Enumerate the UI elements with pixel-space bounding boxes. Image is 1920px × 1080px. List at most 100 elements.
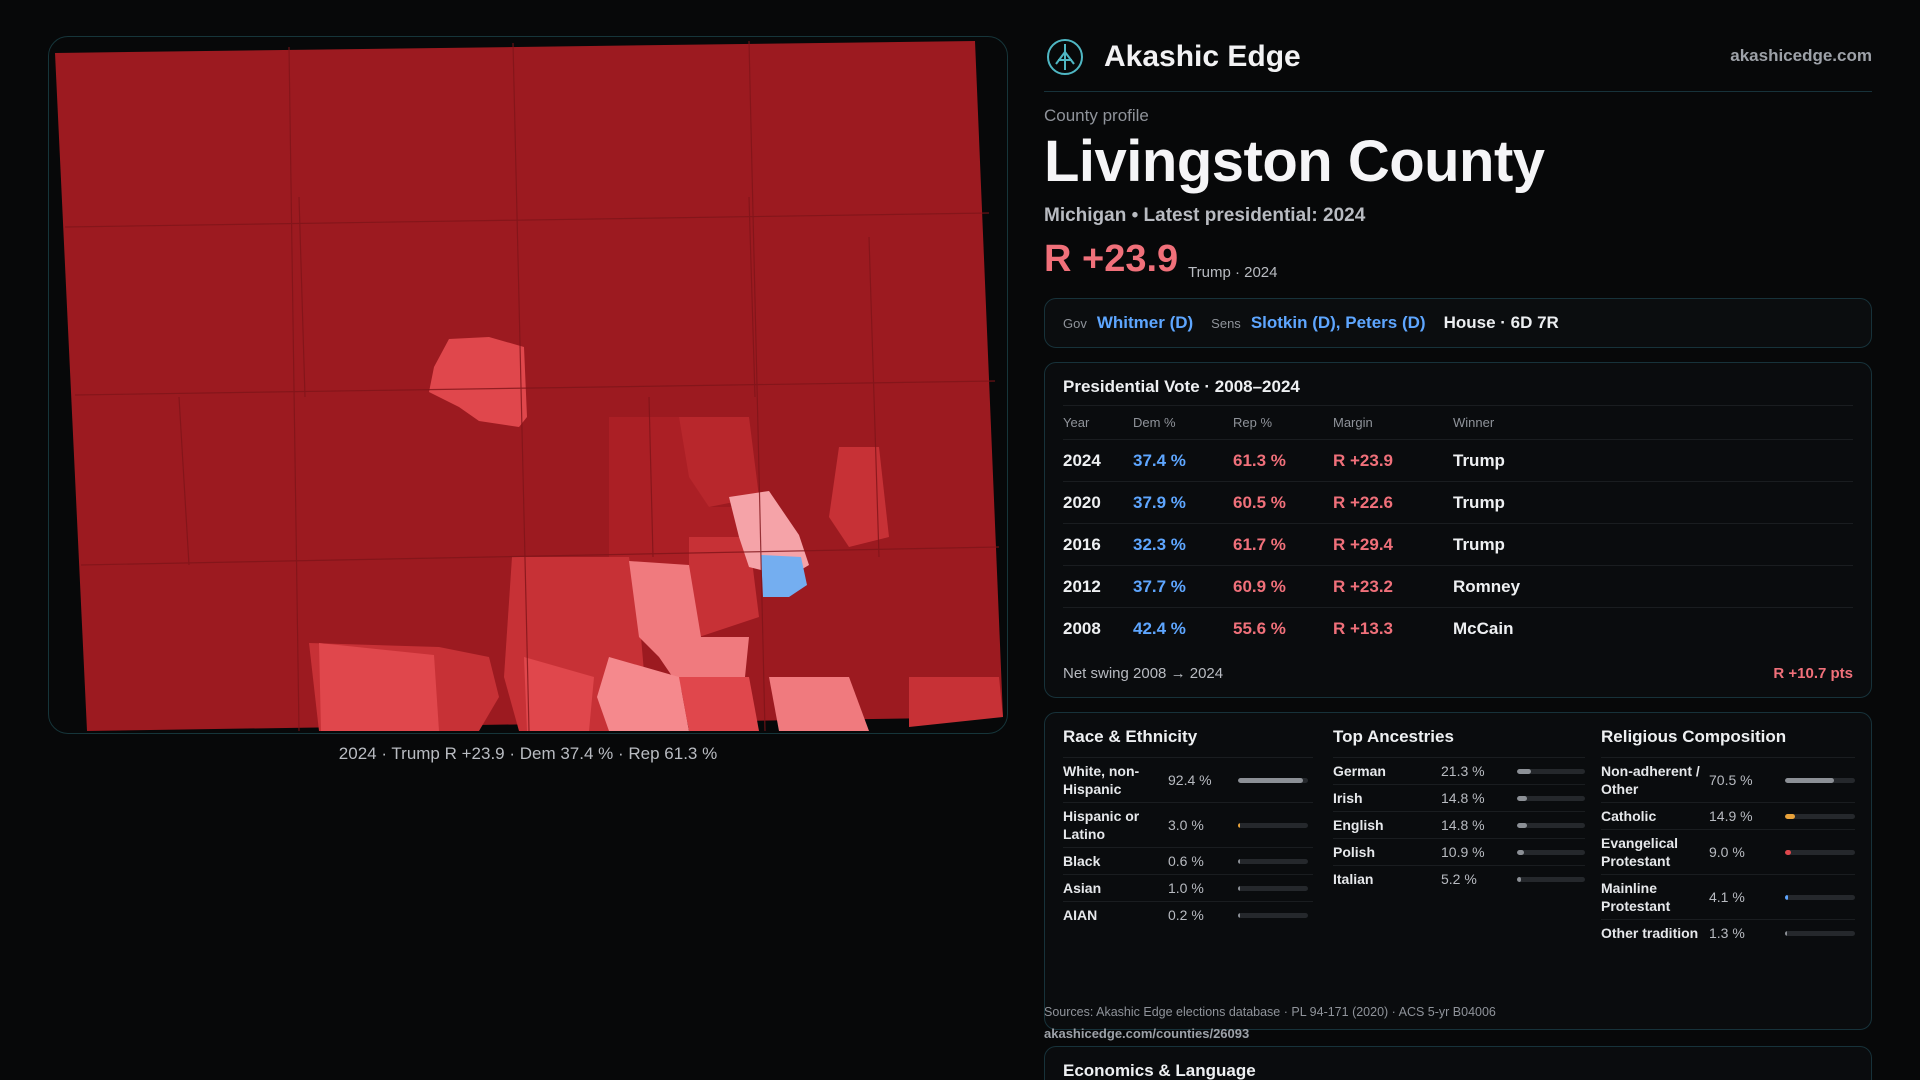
demographics-card: Race & Ethnicity White, non-Hispanic 92.4… [1044,712,1872,1030]
item-label: English [1333,817,1384,833]
rep-cell: 61.3 % [1233,450,1286,470]
precinct-light[interactable] [319,643,439,731]
precinct-light[interactable] [524,657,594,731]
list-item: German 21.3 % [1333,757,1585,784]
list-item: Irish 14.8 % [1333,784,1585,811]
item-value: 3.0 % [1168,817,1204,833]
share-bar-fill [1517,876,1521,882]
item-label: Black [1063,853,1101,869]
table-header: Year Dem % Rep % Margin Winner [1063,405,1853,439]
religion-column: Religious Composition Non-adherent / Oth… [1601,727,1855,946]
share-bar [1238,822,1308,828]
precinct-light[interactable] [429,337,527,427]
precinct-blue[interactable] [761,555,807,597]
margin-cell: R +29.4 [1333,534,1394,554]
precinct-mid[interactable] [829,447,889,547]
share-bar-fill [1238,858,1240,864]
share-bar [1517,849,1585,855]
list-item: Hispanic or Latino 3.0 % [1063,802,1313,847]
list-item: Catholic 14.9 % [1601,802,1855,829]
share-bar-fill [1238,912,1240,918]
header-year: Year [1063,415,1090,430]
share-bar-fill [1238,885,1240,891]
share-bar [1238,885,1308,891]
officials-bar: Gov Whitmer (D) Sens Slotkin (D), Peters… [1044,298,1872,348]
item-label: Mainline Protestant [1601,880,1671,914]
list-item: Italian 5.2 % [1333,865,1585,892]
header-rep: Rep % [1233,415,1273,430]
list-item: White, non-Hispanic 92.4 % [1063,757,1313,802]
share-bar-fill [1238,777,1303,783]
net-swing-value: R +10.7 pts [1773,665,1853,682]
item-value: 14.9 % [1709,808,1753,824]
precinct-blush[interactable] [729,491,809,577]
share-bar-fill [1785,777,1835,783]
header-dem: Dem % [1133,415,1176,430]
precinct-pale[interactable] [629,561,749,701]
share-bar-fill [1517,768,1532,774]
brand-header: Akashic Edge akashicedge.com [1044,36,1872,92]
table-row: 2012 37.7 % 60.9 % R +23.2 Romney [1063,565,1853,607]
item-value: 5.2 % [1441,871,1477,887]
share-bar [1517,768,1585,774]
item-value: 21.3 % [1441,763,1485,779]
share-bar [1517,822,1585,828]
item-value: 1.0 % [1168,880,1204,896]
share-bar-fill [1785,894,1788,900]
list-item: AIAN 0.2 % [1063,901,1313,928]
item-label: Italian [1333,871,1374,887]
item-value: 92.4 % [1168,772,1212,788]
item-label: Irish [1333,790,1363,806]
item-value: 0.6 % [1168,853,1204,869]
rep-cell: 61.7 % [1233,534,1286,554]
profile-eyebrow: County profile [1044,106,1149,125]
brand-url[interactable]: akashicedge.com [1730,46,1872,65]
precinct-pale[interactable] [597,657,689,731]
precinct-mid[interactable] [909,677,1003,727]
sources-link[interactable]: akashicedge.com/counties/26093 [1044,1026,1250,1041]
item-value: 9.0 % [1709,844,1745,860]
share-bar [1238,858,1308,864]
precinct-pale[interactable] [769,677,869,731]
dem-cell: 37.9 % [1133,492,1186,512]
table-row: 2020 37.9 % 60.5 % R +22.6 Trump [1063,481,1853,523]
year-cell: 2024 [1063,450,1101,470]
presidential-table: Year Dem % Rep % Margin Winner 2024 37.4 … [1063,405,1853,649]
share-bar [1238,777,1308,783]
rep-cell: 60.5 % [1233,492,1286,512]
share-bar [1785,894,1855,900]
precinct-light[interactable] [679,677,759,731]
item-value: 70.5 % [1709,772,1753,788]
item-label: Polish [1333,844,1376,860]
precinct-mid[interactable] [689,537,759,637]
item-label: White, non-Hispanic [1063,763,1140,797]
sources-text: Sources: Akashic Edge elections database… [1044,1005,1496,1019]
county-map[interactable] [48,36,1008,734]
list-item: Mainline Protestant 4.1 % [1601,874,1855,919]
governor-name: Whitmer (D) [1096,313,1194,332]
gov-label: Gov [1063,316,1087,331]
list-item: Black 0.6 % [1063,847,1313,874]
house-delegation: House · 6D 7R [1443,313,1559,332]
year-cell: 2016 [1063,534,1101,554]
share-bar-fill [1517,822,1528,828]
economics-title: Economics & Language [1063,1061,1256,1080]
header-margin: Margin [1333,415,1373,430]
list-item: Asian 1.0 % [1063,874,1313,901]
item-value: 14.8 % [1441,790,1485,806]
margin-cell: R +23.9 [1333,450,1394,470]
rep-cell: 55.6 % [1233,618,1286,638]
item-value: 0.2 % [1168,907,1204,923]
township-grid [64,40,1000,732]
year-cell: 2020 [1063,492,1101,512]
item-label: Catholic [1601,808,1657,824]
year-cell: 2012 [1063,576,1101,596]
item-label: Hispanic or Latino [1063,808,1140,842]
map-caption: 2024 · Trump R +23.9 · Dem 37.4 % · Rep … [338,744,718,763]
precinct-mid[interactable] [679,417,759,507]
winner-cell: Romney [1453,576,1521,596]
county-panel: Akashic Edge akashicedge.com County prof… [1044,0,1872,1080]
presidential-title: Presidential Vote · 2008–2024 [1063,377,1300,396]
precinct-map-svg[interactable] [49,37,1008,734]
margin-subtext: Trump · 2024 [1188,264,1278,281]
